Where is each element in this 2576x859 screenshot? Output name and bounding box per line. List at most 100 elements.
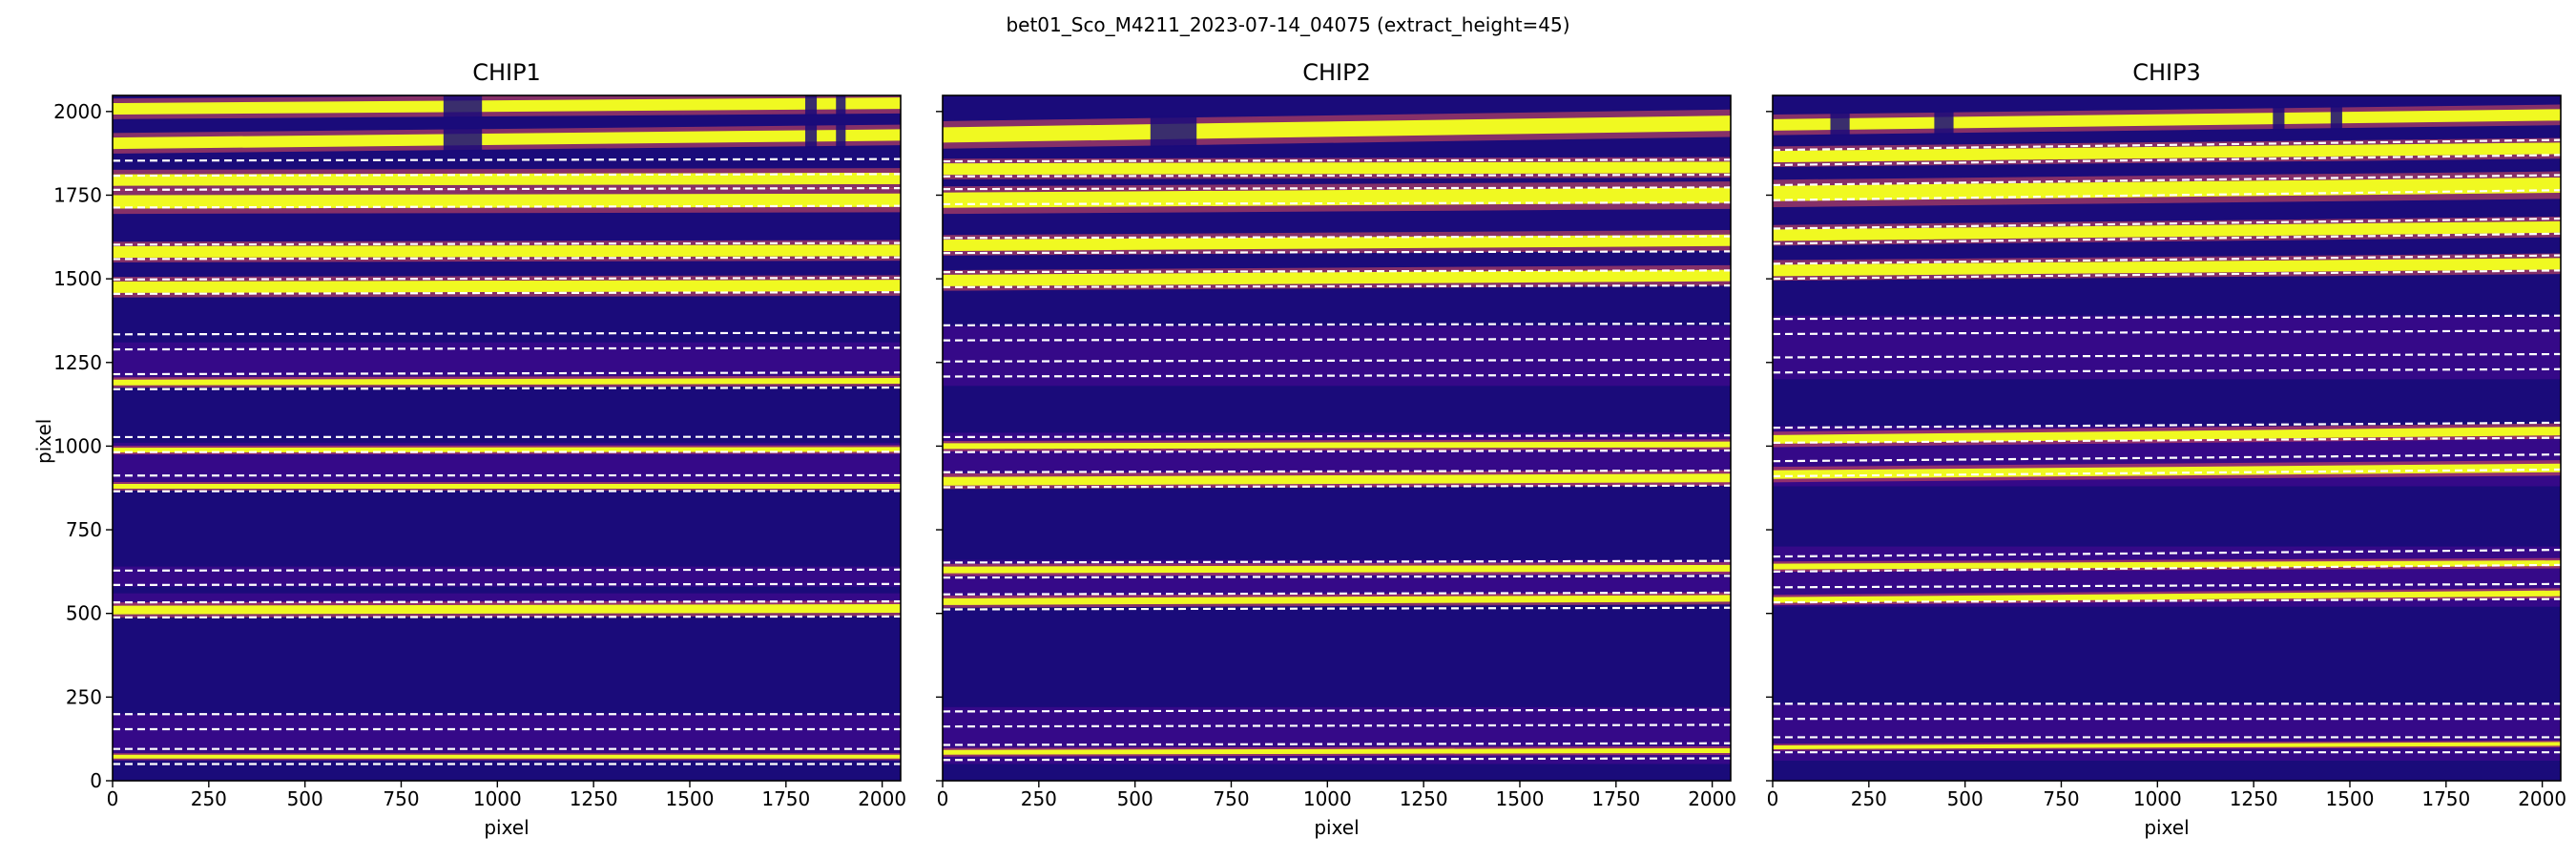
chip1-trace-gap <box>836 95 846 115</box>
chip3-trace-gap <box>1830 112 1850 136</box>
chip2-x-tick-label: 500 <box>1117 787 1153 810</box>
chip1-extraction-boundary <box>113 582 901 587</box>
chip3-spectral-trace <box>1773 590 2561 603</box>
chip1-x-tick-label: 1250 <box>570 787 618 810</box>
chip3-extraction-boundary <box>1773 189 2561 201</box>
chip2-x-tick-label: 1500 <box>1496 787 1545 810</box>
chip1-spectral-trace <box>113 378 901 386</box>
chip3-spectral-trace <box>1773 142 2561 163</box>
chip3-extraction-boundary <box>1773 548 2561 558</box>
chip2-spectral-trace <box>943 234 1731 252</box>
chip2-extraction-boundary <box>943 201 1731 206</box>
chip2-extraction-boundary <box>943 235 1731 240</box>
chip2-extraction-boundary <box>943 269 1731 274</box>
chip2-x-tick-label: 0 <box>937 787 949 810</box>
chip2-extraction-boundary <box>943 322 1731 326</box>
chip3-x-tick-label: 1500 <box>2326 787 2375 810</box>
chip1-y-tick-label: 0 <box>90 769 102 792</box>
chip1-x-tick-label: 1000 <box>473 787 522 810</box>
chip3-x-tick-label: 500 <box>1947 787 1984 810</box>
chip2-extraction-boundary <box>943 173 1731 178</box>
chip3-trace-gap <box>2330 106 2342 130</box>
chip3-glow-band <box>1773 703 2561 761</box>
chip2-extraction-boundary <box>943 723 1731 728</box>
chip3-x-tick-label: 1250 <box>2230 787 2278 810</box>
chip2-x-tick-label: 1250 <box>1400 787 1448 810</box>
chip1-x-tick-label: 0 <box>107 787 119 810</box>
chip3-extraction-boundary <box>1773 138 2561 152</box>
chip2-extraction-boundary <box>943 575 1731 579</box>
chip1-glow-band <box>113 566 901 587</box>
chip1-spectral-trace <box>113 129 901 150</box>
chip1-extraction-boundary <box>113 157 901 162</box>
chip3-spectral-trace <box>1773 427 2561 444</box>
chip2-x-tick-label: 250 <box>1021 787 1057 810</box>
chip1-x-tick-label: 2000 <box>858 787 906 810</box>
chip3-spectral-trace <box>1773 742 2561 749</box>
chip1-spectral-trace <box>113 244 901 259</box>
chip1-spectral-trace <box>113 280 901 293</box>
chip2-axes-frame <box>942 94 1732 782</box>
chip2-extraction-boundary <box>943 708 1731 713</box>
chip3-image <box>1773 95 2561 781</box>
chip2-extraction-boundary <box>943 158 1731 163</box>
chip3-x-tick-label: 750 <box>2043 787 2079 810</box>
chip1-title: CHIP1 <box>472 59 541 86</box>
chip3-x-tick-label: 250 <box>1851 787 1887 810</box>
chip2-x-tick-label: 1000 <box>1303 787 1352 810</box>
chip3-extraction-boundary <box>1773 597 2561 604</box>
chip2-extraction-boundary <box>943 250 1731 255</box>
chip1-extraction-boundary <box>113 386 901 390</box>
chip3-extraction-boundary <box>1773 254 2561 265</box>
chip2-x-tick-label: 750 <box>1213 787 1249 810</box>
chip2-extraction-boundary <box>943 186 1731 191</box>
chip3-x-tick-label: 2000 <box>2518 787 2566 810</box>
chip3-spectral-trace <box>1773 258 2561 277</box>
chip2-x-tick-label: 2000 <box>1688 787 1736 810</box>
chip3-extraction-boundary <box>1773 329 2561 336</box>
chip1-spectral-trace <box>113 193 901 209</box>
chip2-spectral-trace <box>943 441 1731 450</box>
chip1-glow-band <box>113 713 901 761</box>
chip1-x-tick-label: 500 <box>287 787 323 810</box>
chip2-extraction-boundary <box>943 606 1731 611</box>
chip3-x-tick-label: 0 <box>1767 787 1779 810</box>
chip1-spectral-trace <box>113 483 901 489</box>
chip2-extraction-boundary <box>943 358 1731 363</box>
chip1-extraction-boundary <box>113 568 901 572</box>
chip3-spectral-trace <box>1773 220 2561 241</box>
chip1-extraction-boundary <box>113 187 901 191</box>
chip2-trace-gap <box>1150 115 1197 147</box>
chip1-extraction-boundary <box>113 204 901 209</box>
chip1-x-tick-label: 250 <box>191 787 227 810</box>
chip1-y-tick-label: 2000 <box>53 100 102 123</box>
chip3-extraction-boundary <box>1773 217 2561 230</box>
chip1-spectral-trace <box>113 754 901 759</box>
chip1-extraction-boundary <box>113 173 901 178</box>
chip2-spectral-trace <box>943 269 1731 286</box>
chip1-trace-gap <box>443 95 483 118</box>
chip2-spectral-trace <box>943 747 1731 755</box>
chip3-extraction-boundary <box>1773 352 2561 359</box>
chip1-trace-gap <box>804 95 818 115</box>
chip2-extraction-boundary <box>943 469 1731 473</box>
chip2-x-tick-label: 1750 <box>1591 787 1640 810</box>
chip3-spectral-trace <box>1773 463 2561 479</box>
chip1-trace-gap <box>443 128 483 152</box>
chip3-extraction-boundary <box>1773 421 2561 430</box>
chip1-extraction-boundary <box>113 256 901 261</box>
chip3-axes-frame <box>1772 94 2562 782</box>
chip3-spectral-trace <box>1773 560 2561 570</box>
chip1-x-tick-label: 1500 <box>666 787 715 810</box>
chip2-extraction-boundary <box>943 742 1731 746</box>
chip3-extraction-boundary <box>1773 453 2561 463</box>
chip1-extraction-boundary <box>113 599 901 604</box>
chip2-spectral-trace <box>943 187 1731 208</box>
chip1-extraction-boundary <box>113 291 901 295</box>
chip1-spectral-trace <box>113 447 901 453</box>
chip3-title: CHIP3 <box>2132 59 2201 86</box>
chip3-extraction-boundary <box>1773 468 2561 478</box>
chip1-y-tick-label: 1500 <box>53 267 102 290</box>
chip2-spectral-trace <box>943 564 1731 574</box>
